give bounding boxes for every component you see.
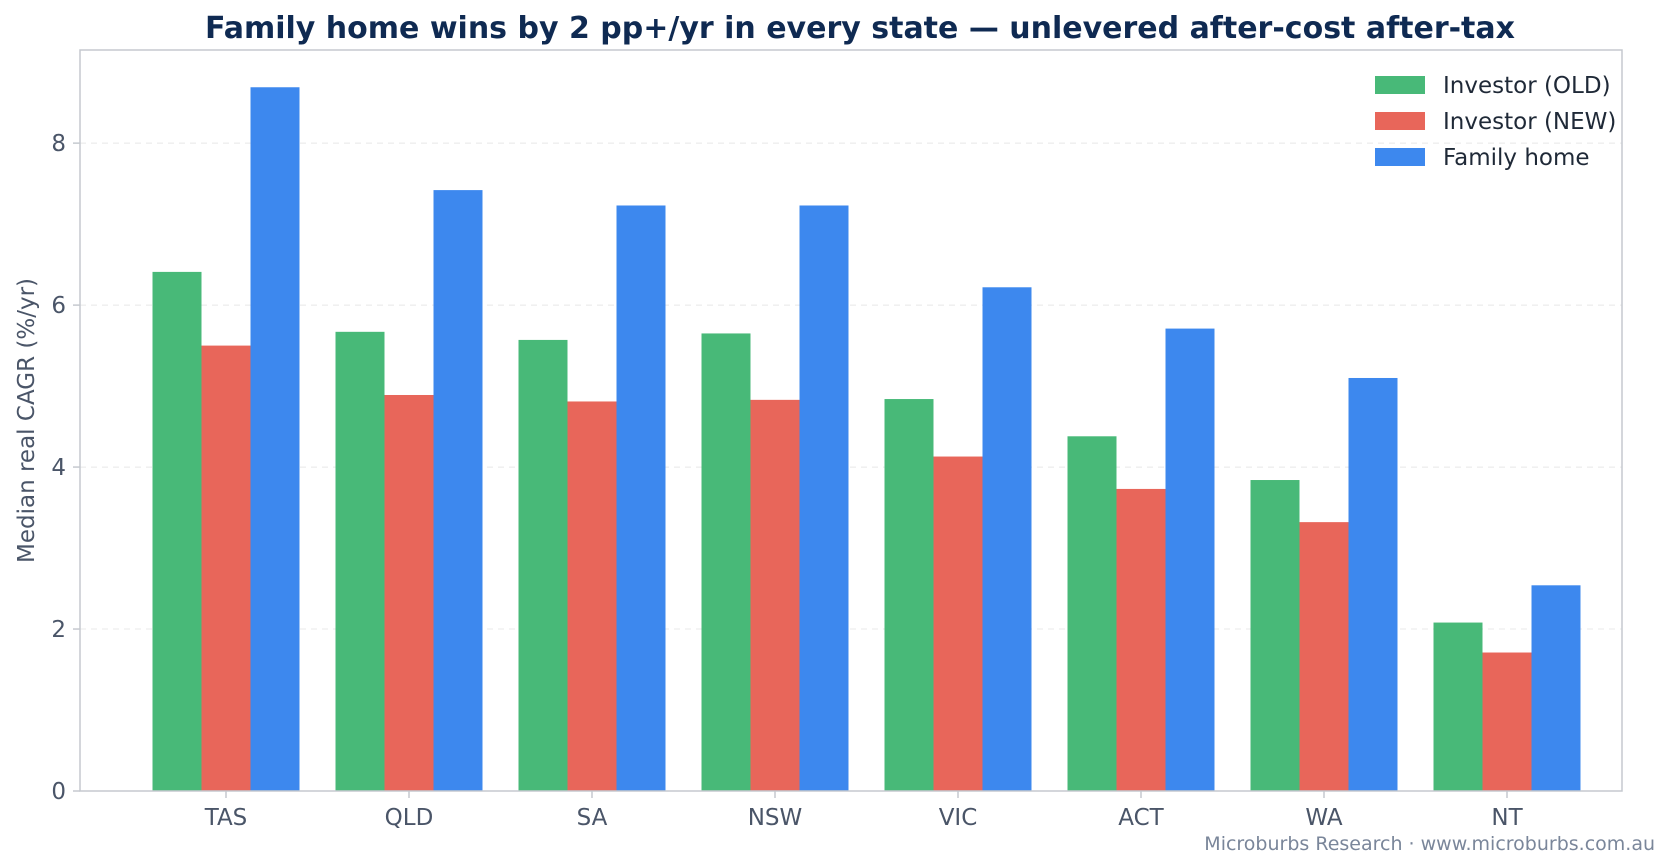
legend-label: Investor (NEW) xyxy=(1443,109,1616,135)
bar-qld-3 xyxy=(433,190,483,792)
bar-qld-2 xyxy=(384,394,434,791)
chart-title: Family home wins by 2 pp+/yr in every st… xyxy=(205,11,1515,46)
legend-label: Family home xyxy=(1443,145,1590,171)
x-tick-label: NT xyxy=(1491,805,1523,831)
bar-sa-2 xyxy=(567,401,617,791)
bar-nsw-2 xyxy=(750,399,800,791)
bar-nt-1 xyxy=(1433,622,1483,791)
bar-wa-3 xyxy=(1348,377,1398,791)
bar-nsw-1 xyxy=(701,333,751,791)
bar-tas-3 xyxy=(250,87,300,792)
bar-tas-1 xyxy=(152,271,202,791)
bar-nsw-3 xyxy=(799,205,849,791)
y-tick-label: 4 xyxy=(51,455,66,481)
y-tick-label: 6 xyxy=(51,293,66,319)
plot-frame xyxy=(79,49,1623,792)
legend-swatch xyxy=(1375,112,1425,130)
legend-swatch xyxy=(1375,76,1425,94)
bar-nt-2 xyxy=(1482,652,1532,791)
y-axis-ticks: 0 2 4 6 8 xyxy=(51,131,80,805)
y-tick-label: 2 xyxy=(51,617,66,643)
legend-swatch xyxy=(1375,148,1425,166)
bar-vic-1 xyxy=(884,399,934,791)
legend: Investor (OLD) Investor (NEW) Family home xyxy=(1375,73,1616,171)
y-tick-label: 8 xyxy=(51,131,66,157)
bars xyxy=(152,87,1581,792)
x-tick-label: TAS xyxy=(204,805,248,831)
bar-act-2 xyxy=(1116,488,1166,791)
x-tick-label: SA xyxy=(577,805,608,831)
y-axis-title: Median real CAGR (%/yr) xyxy=(14,278,40,563)
bar-act-1 xyxy=(1067,436,1117,791)
footer-credit: Microburbs Research · www.microburbs.com… xyxy=(1204,833,1655,855)
x-axis-ticks: TAS QLD SA NSW VIC ACT WA NT xyxy=(204,791,1524,831)
bar-wa-2 xyxy=(1299,522,1349,791)
x-tick-label: ACT xyxy=(1118,805,1164,831)
y-tick-label: 0 xyxy=(51,779,66,805)
bar-sa-1 xyxy=(518,339,568,791)
bar-vic-3 xyxy=(982,287,1032,791)
x-tick-label: VIC xyxy=(939,805,978,831)
x-tick-label: WA xyxy=(1305,805,1342,831)
bar-tas-2 xyxy=(201,345,251,791)
bar-vic-2 xyxy=(933,456,983,791)
x-tick-label: NSW xyxy=(748,805,803,831)
bar-nt-3 xyxy=(1531,585,1581,791)
bar-sa-3 xyxy=(616,205,666,791)
bar-wa-1 xyxy=(1250,480,1300,791)
legend-label: Investor (OLD) xyxy=(1443,73,1611,99)
bar-qld-1 xyxy=(335,331,385,791)
bar-act-3 xyxy=(1165,328,1215,791)
x-tick-label: QLD xyxy=(385,805,434,831)
